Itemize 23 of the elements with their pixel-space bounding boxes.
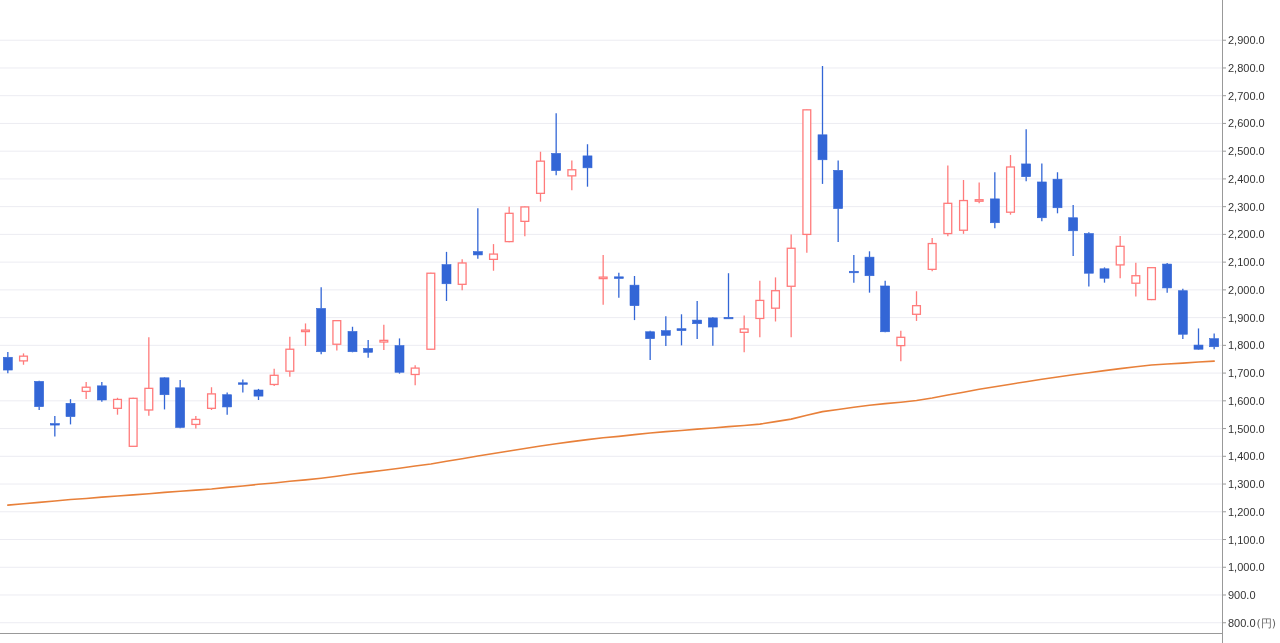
text: (円) <box>1256 616 1276 630</box>
y-tick-label: 2,300.0 <box>1228 200 1265 213</box>
y-tick-label: 800.0 <box>1228 616 1256 629</box>
y-tick-label: 900.0 <box>1228 589 1256 601</box>
y-tick-label: 2,700.0 <box>1228 89 1265 102</box>
y-tick-label: 1,900.0 <box>1228 311 1265 324</box>
y-tick-label: 2,600.0 <box>1228 117 1265 130</box>
y-tick-label: 2,900.0 <box>1228 34 1265 47</box>
y-tick-label: 1,000.0 <box>1228 561 1265 574</box>
y-tick-label: 2,200.0 <box>1228 228 1265 241</box>
y-tick-label: 1,800.0 <box>1228 339 1265 352</box>
y-tick-label: 1,100.0 <box>1228 533 1265 546</box>
y-tick-label: 1,200.0 <box>1228 505 1265 518</box>
y-tick-label: 2,100.0 <box>1228 256 1265 269</box>
y-tick-label: 1,700.0 <box>1228 367 1265 380</box>
y-tick-label: 2,000.0 <box>1228 283 1265 296</box>
y-tick-label: 1,600.0 <box>1228 394 1265 407</box>
y-tick-label: 2,800.0 <box>1228 61 1265 74</box>
y-tick-label: 1,500.0 <box>1228 422 1265 435</box>
y-tick-label: 2,400.0 <box>1228 172 1265 185</box>
y-tick-label: 1,300.0 <box>1228 478 1265 491</box>
y-tick-label: 1,400.0 <box>1228 450 1265 463</box>
y-tick-label: 2,500.0 <box>1228 145 1265 158</box>
